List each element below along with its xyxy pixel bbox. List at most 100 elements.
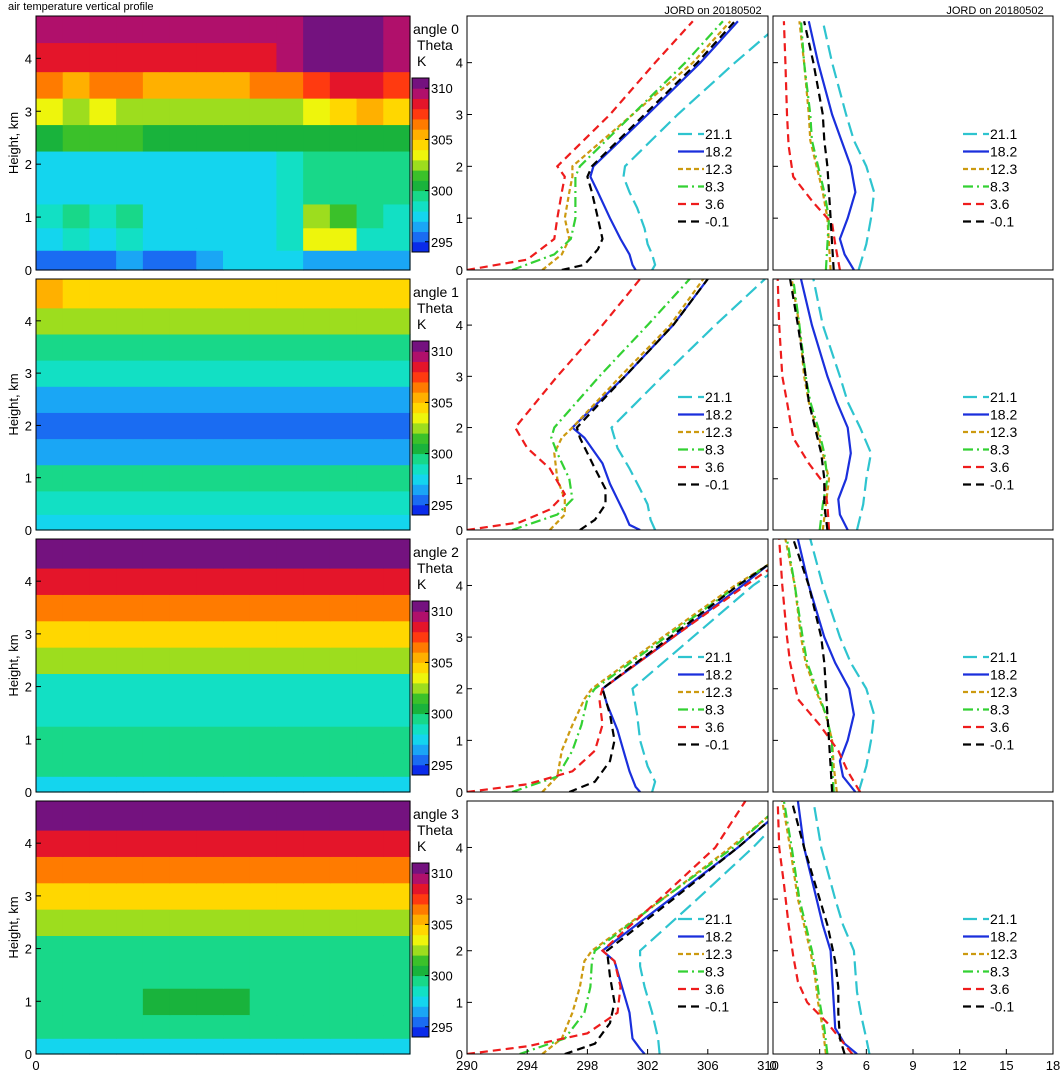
heatmap-cell <box>356 203 384 229</box>
series-line-21.1 <box>809 539 876 792</box>
heatmap-cell <box>116 71 144 99</box>
heatmap-cell <box>142 307 171 335</box>
heatmap-cell <box>303 1038 331 1055</box>
heatmap-cell <box>196 42 224 73</box>
heatmap-cell <box>223 961 251 989</box>
heatmap-cell <box>276 98 304 126</box>
heatmap-cell <box>196 594 224 622</box>
heatmap-cell <box>249 307 278 335</box>
heatmap-cell <box>169 752 197 777</box>
heatmap-cell <box>223 71 251 99</box>
heatmap-cell <box>329 150 358 178</box>
heatmap-cell <box>169 567 197 595</box>
heatmap-cell <box>383 514 411 531</box>
heatmap-cell <box>116 1014 144 1039</box>
heatmap-cell <box>89 856 117 884</box>
series-line-3.6 <box>467 279 641 530</box>
colorbar-swatch <box>412 78 429 89</box>
x-tick-label: 310 <box>757 1058 779 1071</box>
heatmap-cell <box>303 594 331 622</box>
line-panel: 0 1 2 3 4 21.1 18.212.3 8.33.6 -0.1 <box>456 278 769 538</box>
heatmap-cell <box>249 752 278 777</box>
heatmap-cell <box>276 360 304 387</box>
heatmap-cell <box>62 386 91 413</box>
heatmap-cell <box>356 856 384 884</box>
heatmap-cell <box>196 988 224 1016</box>
heatmap-cell <box>89 594 117 622</box>
y-tick-label: 3 <box>456 630 463 645</box>
colorbar-swatch <box>412 944 429 956</box>
heatmap-cell <box>303 203 331 229</box>
panel-label: angle 3 <box>413 806 459 822</box>
line-frame <box>466 278 769 531</box>
colorbar-swatch <box>412 734 429 745</box>
colorbar-swatch <box>412 200 429 212</box>
legend-label: 3.6 <box>705 981 725 997</box>
heatmap-cell <box>116 620 144 648</box>
heatmap-cell <box>62 801 91 831</box>
heatmap-cell <box>36 514 64 531</box>
y-tick-label: 3 <box>25 889 32 904</box>
heatmap-cell <box>223 673 251 701</box>
heatmap-cell <box>276 177 304 205</box>
colorbar-tick-label: 305 <box>431 132 453 147</box>
heatmap-cell <box>196 909 224 937</box>
series-line--0.1 <box>790 801 846 1054</box>
y-tick-label: 4 <box>456 56 463 71</box>
heatmap-cell <box>142 177 171 205</box>
heatmap-cell <box>249 98 278 126</box>
heatmap-cell <box>169 699 197 727</box>
y-tick-label: 3 <box>25 366 32 381</box>
colorbar-tick-label: 305 <box>431 395 453 410</box>
x-tick-label: 0 <box>769 1058 776 1071</box>
heatmap-cell <box>383 673 411 701</box>
heatmap-cell <box>169 961 197 989</box>
series-line--0.1 <box>564 820 768 1054</box>
heatmap-cell <box>249 16 278 44</box>
heatmap-cell <box>249 856 278 884</box>
heatmap-cell <box>62 124 91 152</box>
heatmap-cell <box>196 279 224 309</box>
heatmap-cell <box>383 699 411 727</box>
heatmap-cell <box>356 412 384 440</box>
heatmap-cell <box>303 539 331 569</box>
heatmap-cell <box>36 856 64 884</box>
colorbar-swatch <box>412 996 429 1007</box>
heatmap-cell <box>89 726 117 754</box>
line-frame <box>772 15 1054 271</box>
line-frame <box>466 538 769 793</box>
heatmap-cell <box>276 935 304 963</box>
legend-label: 12.3 <box>990 946 1017 962</box>
series-line-12.3 <box>541 815 768 1054</box>
heatmap-cell <box>36 490 64 515</box>
heatmap-cell <box>62 71 91 99</box>
y-tick-label: 1 <box>25 471 32 486</box>
colorbar-swatch <box>412 893 429 905</box>
y-tick-label: 3 <box>25 104 32 119</box>
heatmap-cell <box>329 514 358 531</box>
legend-label: -0.1 <box>705 214 729 230</box>
x-tick-label: 18 <box>1046 1058 1060 1071</box>
heatmap-cell <box>276 490 304 515</box>
line-panel: 21.1 18.212.3 8.33.6 -0.1 <box>772 278 1054 531</box>
heatmap-cell <box>196 250 224 271</box>
series-line-18.2 <box>589 20 739 270</box>
heatmap-cell <box>169 124 197 152</box>
heatmap-cell <box>276 333 304 361</box>
colorbar-swatch <box>412 631 429 643</box>
line-panel: 0 1 2 3 4 21.1 18.212.3 8.33.6 -0.1 <box>456 15 769 278</box>
heatmap-cell <box>116 307 144 335</box>
heatmap-cell <box>383 856 411 884</box>
colorbar-swatch <box>412 873 429 884</box>
heatmap-cell <box>169 856 197 884</box>
heatmap-cell <box>276 776 304 793</box>
line-panel-title: JORD on 20180502 <box>664 5 761 17</box>
heatmap-cell <box>89 71 117 99</box>
heatmap-cell <box>116 961 144 989</box>
series-line-3.6 <box>782 21 841 270</box>
heatmap-cell <box>329 1038 358 1055</box>
heatmap-cell <box>169 150 197 178</box>
heatmap-cell <box>116 752 144 777</box>
heatmap-cell <box>303 882 331 910</box>
legend-label: 18.2 <box>990 144 1017 160</box>
